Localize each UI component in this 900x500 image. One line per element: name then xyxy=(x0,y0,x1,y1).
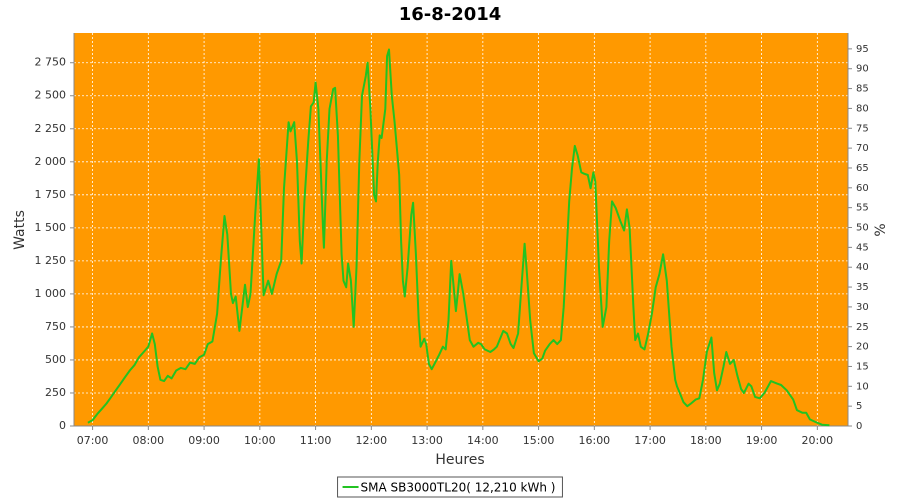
y2-tick-label: 70 xyxy=(856,143,869,154)
legend-label: SMA SB3000TL20( 12,210 kWh ) xyxy=(361,481,556,495)
y2-tick-label: 45 xyxy=(856,242,869,253)
x-tick-label: 14:00 xyxy=(467,434,499,447)
y2-tick-label: 95 xyxy=(856,44,869,55)
y2-tick-label: 65 xyxy=(856,163,869,174)
y-tick-label: 1 000 xyxy=(35,287,67,300)
y-tick-label: 2 000 xyxy=(35,155,67,168)
y2-tick-label: 80 xyxy=(856,103,869,114)
y2-tick-label: 0 xyxy=(856,421,862,432)
y-tick-label: 500 xyxy=(45,353,66,366)
y2-axis-title: % xyxy=(873,223,889,236)
y-tick-label: 0 xyxy=(59,419,66,432)
y-axis-title: Watts xyxy=(12,210,28,250)
x-tick-label: 13:00 xyxy=(411,434,443,447)
y-tick-label: 1 500 xyxy=(35,221,67,234)
x-tick-label: 19:00 xyxy=(746,434,778,447)
y2-tick-label: 85 xyxy=(856,84,869,95)
x-tick-label: 15:00 xyxy=(523,434,555,447)
x-tick-label: 12:00 xyxy=(355,434,387,447)
y2-tick-label: 30 xyxy=(856,302,869,313)
y-tick-label: 1 750 xyxy=(35,188,67,201)
y2-tick-label: 35 xyxy=(856,282,869,293)
x-tick-label: 18:00 xyxy=(690,434,722,447)
y2-tick-label: 15 xyxy=(856,361,869,372)
y2-tick-label: 25 xyxy=(856,322,869,333)
y2-tick-label: 5 xyxy=(856,401,862,412)
x-tick-label: 11:00 xyxy=(300,434,332,447)
y2-tick-label: 55 xyxy=(856,203,869,214)
x-tick-label: 17:00 xyxy=(634,434,666,447)
y2-tick-label: 90 xyxy=(856,64,869,75)
y-tick-label: 250 xyxy=(45,386,66,399)
series-line xyxy=(87,48,830,427)
y2-tick-label: 10 xyxy=(856,381,869,392)
y-tick-label: 750 xyxy=(45,320,66,333)
y2-tick-label: 40 xyxy=(856,262,869,273)
x-tick-label: 16:00 xyxy=(578,434,610,447)
legend-box xyxy=(337,476,563,498)
x-tick-label: 07:00 xyxy=(77,434,109,447)
x-tick-label: 10:00 xyxy=(244,434,276,447)
chart-title: 16-8-2014 xyxy=(399,4,502,25)
y2-tick-label: 50 xyxy=(856,223,869,234)
x-tick-label: 08:00 xyxy=(132,434,164,447)
y2-tick-label: 60 xyxy=(856,183,869,194)
x-tick-label: 20:00 xyxy=(801,434,833,447)
y-tick-label: 2 250 xyxy=(35,122,67,135)
legend: SMA SB3000TL20( 12,210 kWh ) xyxy=(337,476,563,498)
y-tick-label: 2 750 xyxy=(35,56,67,69)
y2-tick-label: 20 xyxy=(856,342,869,353)
y2-tick-label: 75 xyxy=(856,123,869,134)
plot-area xyxy=(74,33,848,426)
y-tick-label: 2 500 xyxy=(35,89,67,102)
x-axis-title: Heures xyxy=(435,452,484,468)
x-tick-label: 09:00 xyxy=(188,434,220,447)
y-tick-label: 1 250 xyxy=(35,254,67,267)
